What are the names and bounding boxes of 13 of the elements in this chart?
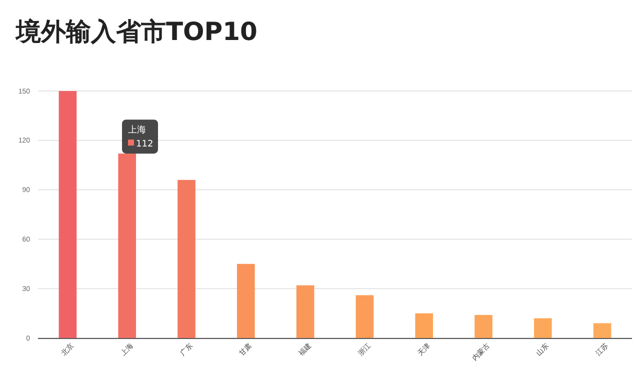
tooltip: 上海 112: [122, 120, 158, 154]
bar: [236, 264, 255, 338]
bar: [178, 180, 196, 338]
bar: [415, 313, 434, 338]
chart-title: 境外输入省市TOP10: [15, 17, 258, 46]
bar: [356, 295, 374, 338]
bar: [474, 314, 492, 338]
bar: [593, 323, 612, 338]
bar: [118, 154, 136, 338]
bar: [534, 318, 552, 338]
annotation: 上海 112: [128, 124, 154, 150]
bar: [296, 285, 314, 338]
bar: [58, 91, 77, 338]
